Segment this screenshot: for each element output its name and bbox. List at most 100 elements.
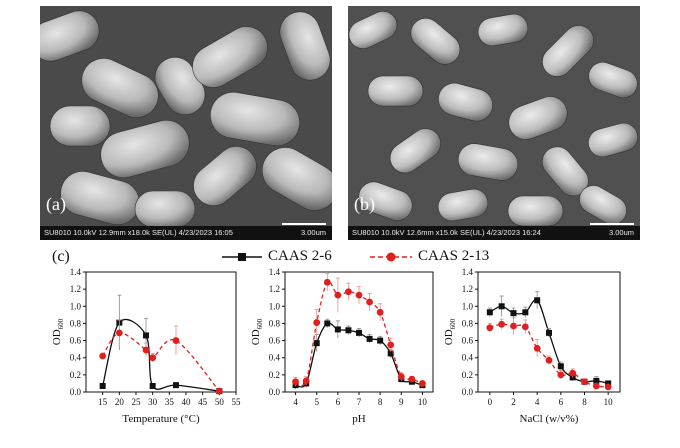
panel-label-b: (b) bbox=[354, 194, 375, 214]
data-point-series2 bbox=[115, 329, 123, 337]
data-point-series2 bbox=[323, 278, 331, 286]
data-point-series1 bbox=[557, 363, 564, 370]
data-point-series2 bbox=[172, 337, 180, 344]
x-tick-label: 50 bbox=[215, 397, 225, 407]
data-point-series2 bbox=[545, 356, 553, 364]
sem-scale-text: 3.00um bbox=[300, 228, 326, 237]
data-point-series2 bbox=[533, 344, 541, 352]
y-tick-label: 0.4 bbox=[70, 353, 82, 363]
y-tick-label: 1.0 bbox=[70, 301, 82, 311]
data-point-series1 bbox=[143, 332, 149, 339]
y-axis-label: OD600 bbox=[250, 318, 264, 345]
x-axis-label: Temperature (°C) bbox=[122, 413, 200, 425]
data-point-series1 bbox=[334, 326, 341, 333]
panel-label-a: (a) bbox=[46, 194, 66, 214]
y-tick-label: 1.2 bbox=[70, 284, 81, 294]
x-tick-label: 8 bbox=[378, 397, 383, 407]
y-tick-label: 1.0 bbox=[269, 301, 281, 311]
x-tick-label: 7 bbox=[357, 397, 362, 407]
data-point-series2 bbox=[334, 291, 342, 299]
sem-micrograph-a bbox=[40, 6, 332, 240]
legend-label-series1: CAAS 2-6 bbox=[268, 248, 332, 264]
sem-meta-text: SU8010 10.0kV 12.6mm x15.0k SE(UL) 4/23/… bbox=[352, 228, 541, 237]
data-point-series2 bbox=[486, 324, 494, 332]
data-point-series2 bbox=[142, 346, 150, 354]
x-tick-label: 4 bbox=[293, 397, 298, 407]
data-point-series1 bbox=[486, 309, 493, 316]
data-point-series1 bbox=[324, 320, 331, 327]
x-tick-label: 40 bbox=[182, 397, 192, 407]
data-point-series1 bbox=[366, 335, 373, 342]
plot-frame bbox=[85, 271, 237, 393]
legend-marker-series1 bbox=[238, 253, 246, 261]
x-tick-label: 30 bbox=[148, 397, 158, 407]
y-tick-label: 0.6 bbox=[462, 336, 474, 346]
y-tick-label: 0.2 bbox=[70, 370, 81, 380]
sem-image-b: (b) SU8010 10.0kV 12.6mm x15.0k SE(UL) 4… bbox=[348, 6, 640, 240]
data-point-series1 bbox=[593, 377, 600, 384]
x-tick-label: 15 bbox=[98, 397, 108, 407]
y-tick-label: 1.4 bbox=[462, 267, 474, 277]
x-tick-label: 55 bbox=[232, 397, 242, 407]
y-tick-label: 1.2 bbox=[462, 284, 473, 294]
sem-image-a: (a) SU8010 10.0kV 12.9mm x18.0k SE(UL) 4… bbox=[40, 6, 332, 240]
y-tick-label: 0.6 bbox=[70, 336, 82, 346]
y-tick-label: 0.2 bbox=[462, 370, 473, 380]
data-point-series2 bbox=[313, 319, 321, 326]
data-point-series2 bbox=[302, 377, 310, 385]
legend-markers bbox=[222, 252, 412, 262]
data-point-series2 bbox=[408, 375, 416, 383]
y-tick-label: 0.6 bbox=[269, 336, 281, 346]
data-point-series1 bbox=[605, 380, 612, 387]
x-tick-label: 25 bbox=[132, 397, 142, 407]
x-axis-label: pH bbox=[352, 413, 366, 425]
x-tick-label: 6 bbox=[559, 397, 564, 407]
x-tick-label: 8 bbox=[582, 397, 587, 407]
data-point-series2 bbox=[604, 383, 612, 391]
data-point-series1 bbox=[387, 350, 394, 357]
x-axis-label: NaCl (w/v%) bbox=[520, 413, 579, 425]
data-point-series1 bbox=[522, 309, 529, 316]
y-tick-label: 0.0 bbox=[269, 387, 281, 397]
x-tick-label: 2 bbox=[511, 397, 516, 407]
y-axis-label: OD600 bbox=[51, 318, 65, 345]
sem-info-bar: SU8010 10.0kV 12.6mm x15.0k SE(UL) 4/23/… bbox=[348, 226, 640, 240]
y-axis-label: OD600 bbox=[443, 318, 457, 345]
data-point-series1 bbox=[356, 329, 362, 336]
data-point-series2 bbox=[521, 323, 529, 331]
data-point-series2 bbox=[292, 378, 299, 386]
plot-frame bbox=[477, 271, 621, 393]
sem-meta-text: SU8010 10.0kV 12.9mm x18.0k SE(UL) 4/23/… bbox=[44, 228, 233, 237]
x-tick-label: 4 bbox=[535, 397, 540, 407]
data-point-series1 bbox=[377, 337, 384, 344]
legend: CAAS 2-6 CAAS 2-13 bbox=[222, 246, 522, 268]
legend-marker-series2 bbox=[386, 252, 396, 262]
y-tick-label: 0.0 bbox=[70, 387, 82, 397]
data-point-series1 bbox=[534, 297, 541, 304]
x-tick-label: 10 bbox=[418, 397, 428, 407]
y-tick-label: 1.4 bbox=[70, 267, 82, 277]
y-tick-label: 0.2 bbox=[269, 370, 280, 380]
y-tick-label: 0.8 bbox=[70, 318, 82, 328]
scale-bar-line bbox=[590, 223, 634, 225]
y-tick-label: 0.8 bbox=[269, 318, 281, 328]
data-point-series2 bbox=[510, 322, 517, 330]
data-point-series1 bbox=[173, 382, 179, 389]
data-point-series2 bbox=[557, 371, 565, 379]
y-tick-label: 0.4 bbox=[462, 353, 474, 363]
scale-bar-line bbox=[282, 223, 326, 225]
x-tick-label: 10 bbox=[604, 397, 614, 407]
x-tick-label: 6 bbox=[336, 397, 341, 407]
data-point-series2 bbox=[592, 382, 600, 390]
x-tick-label: 5 bbox=[314, 397, 319, 407]
data-point-series1 bbox=[99, 383, 106, 389]
data-point-series1 bbox=[313, 340, 320, 347]
data-point-series1 bbox=[546, 329, 552, 336]
data-point-series2 bbox=[498, 320, 506, 328]
data-point-series2 bbox=[581, 378, 588, 386]
data-point-series1 bbox=[498, 303, 505, 310]
data-point-series2 bbox=[419, 380, 426, 387]
data-point-series1 bbox=[149, 383, 156, 389]
data-point-series2 bbox=[99, 352, 107, 360]
sem-micrograph-b bbox=[348, 6, 640, 240]
